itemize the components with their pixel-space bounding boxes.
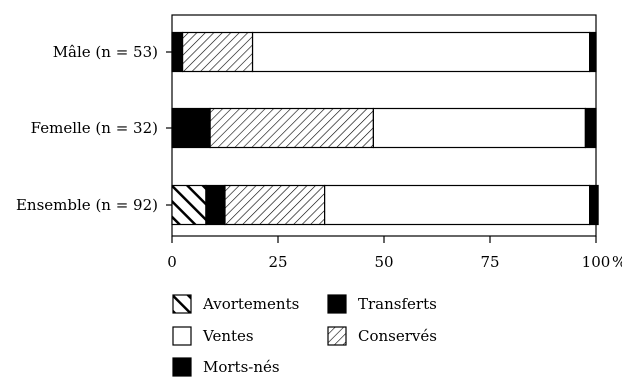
bar-segment-conserves-1 <box>209 107 375 149</box>
bar-segment-ventes-0 <box>251 31 591 73</box>
legend-item-ventes: Ventes <box>172 326 254 346</box>
bar-segment-morts-nes-0 <box>589 31 597 73</box>
legend-swatch-transferts <box>327 294 347 314</box>
legend-swatch-conserves <box>327 326 347 346</box>
category-label: Femelle (n = 32) <box>31 119 158 137</box>
bar-segment-conserves-2 <box>224 184 326 226</box>
x-unit-label: % <box>612 253 622 271</box>
x-tick-label: 75 <box>480 253 499 271</box>
bar-segment-transferts-0 <box>171 31 184 73</box>
category-label: Ensemble (n = 92) <box>16 196 158 214</box>
x-tick-label: 100 <box>582 253 611 271</box>
category-label: Mâle (n = 53) <box>53 43 158 61</box>
legend-label-avortements: Avortements <box>202 295 299 313</box>
legend: Avortements Transferts Ventes Conservés Mort… <box>172 294 437 377</box>
bar-segment-morts-nes-1 <box>584 107 597 149</box>
bar-segment-conserves-0 <box>182 31 254 73</box>
x-tick-label: 25 <box>268 253 287 271</box>
bar-segment-transferts-2 <box>205 184 226 226</box>
legend-label-morts-nes: Morts-nés <box>203 358 280 376</box>
legend-swatch-morts-nes <box>172 357 192 377</box>
legend-label-ventes: Ventes <box>202 327 254 345</box>
bar-segment-transferts-1 <box>171 107 211 149</box>
legend-item-transferts: Transferts <box>327 294 437 314</box>
bar-segment-morts-nes-2 <box>589 184 599 226</box>
bar-segment-avortements-2 <box>171 184 207 226</box>
legend-label-transferts: Transferts <box>358 295 437 313</box>
bar-segment-ventes-1 <box>372 107 586 149</box>
axis-layer: Mâle (n = 53) Femelle (n = 32) Ensemble (n… <box>16 43 622 271</box>
legend-item-conserves: Conservés <box>327 326 437 346</box>
legend-label-conserves: Conservés <box>358 327 437 345</box>
legend-swatch-avortements <box>172 294 192 314</box>
x-tick-label: 50 <box>374 253 393 271</box>
legend-item-morts-nes: Morts-nés <box>172 357 280 377</box>
legend-item-avortements: Avortements <box>172 294 299 314</box>
legend-swatch-ventes <box>172 326 192 346</box>
bar-segment-ventes-2 <box>324 184 591 226</box>
bars-layer <box>171 31 599 226</box>
x-tick-label: 0 <box>167 253 177 271</box>
